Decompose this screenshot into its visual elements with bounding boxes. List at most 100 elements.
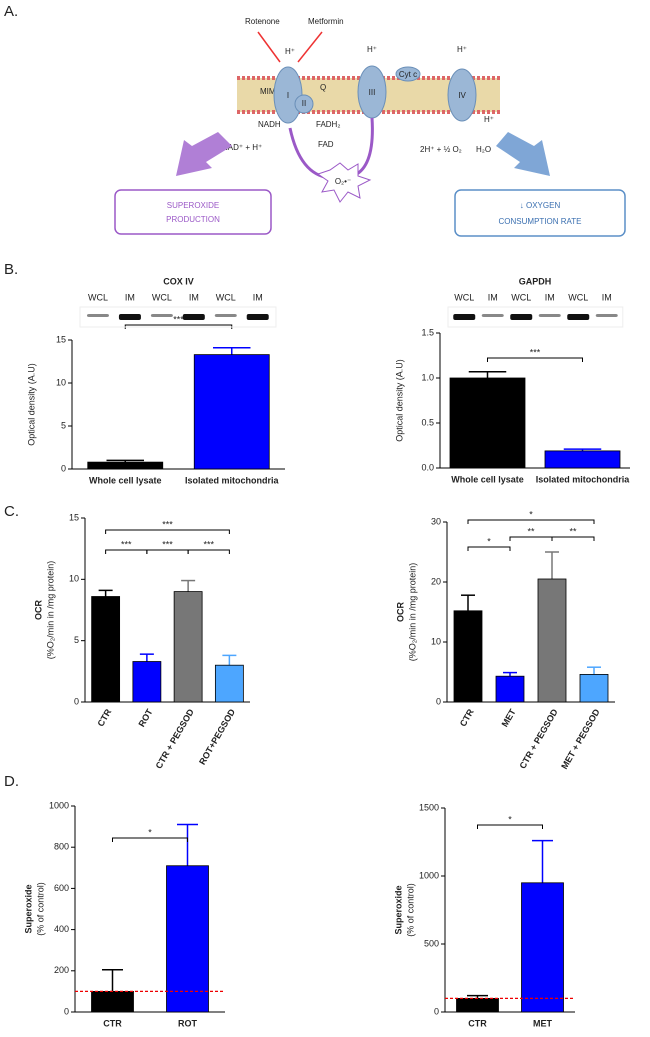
y-axis-label: OCR [33,600,43,621]
significance-label: ** [527,526,535,536]
y-tick-label: 0 [436,696,441,706]
substrate: H⁺ [484,115,494,124]
x-tick-label: CTR [458,707,476,728]
x-tick-label: Isolated mitochondria [536,474,631,484]
bar [193,354,270,470]
panel-label: B. [4,261,18,278]
bar [579,674,609,703]
significance-bracket [146,549,189,554]
y-axis-label: Optical density (A.U) [394,359,404,442]
complex [294,94,314,114]
bar [449,377,526,469]
bar [87,461,164,470]
outcome: PRODUCTION [166,215,220,224]
significance-bracket [105,549,148,554]
y-tick-label: 15 [69,512,79,522]
blot-label: IM [545,292,555,302]
blot-band [214,314,237,317]
proton: H⁺ [457,45,467,54]
x-tick-label: Whole cell lysate [89,475,162,485]
inhibition [257,31,281,63]
y-tick-label: 1.5 [421,327,434,337]
x-tick-label: ROT [178,1018,198,1028]
substrate: NAD⁺ + H⁺ [222,143,262,152]
blot-band [182,314,205,320]
bar [91,596,121,703]
bar [132,661,162,703]
significance-bracket [509,536,553,541]
outcome-box [114,189,272,235]
significance-bracket [187,549,230,554]
blot-label: IM [602,292,612,302]
x-tick-label: CTR [96,707,114,728]
superoxide-burst [316,162,372,203]
y-tick-label: 0.0 [421,462,434,472]
panel-label: A. [4,3,18,20]
panel-label: C. [4,503,19,520]
y-tick-label: 5 [74,635,79,645]
y-axis-label: (%O₂/min in /mg protein) [407,563,417,662]
y-axis-label: (%O₂/min in /mg protein) [45,561,55,660]
outcome: CONSUMPTION RATE [499,217,582,226]
y-tick-label: 1000 [419,870,439,880]
significance-bracket [551,536,595,541]
superoxide-label: O₂•⁻ [335,177,351,186]
proton: H⁺ [285,47,295,56]
x-tick-label: ROT [137,707,155,729]
blot-band [595,314,618,317]
x-tick-label: MET [533,1018,553,1028]
bar [166,865,209,1013]
x-tick-label: Isolated mitochondria [185,475,280,485]
y-tick-label: 30 [431,516,441,526]
proton: H⁺ [367,45,377,54]
y-tick-label: 10 [56,377,66,387]
significance-label: *** [530,347,541,357]
inhibitor: Rotenone [245,17,280,26]
flow-arrow [288,127,331,180]
chart-title: COX IV [163,276,194,286]
y-tick-label: 800 [54,842,69,852]
substrate: FADH₂ [316,120,340,129]
blot-band [118,314,141,320]
bar [91,991,134,1013]
significance-label: *** [162,539,173,549]
bar [537,578,567,703]
blot-band [86,314,109,317]
blot-label: IM [488,292,498,302]
significance-bracket [105,529,230,534]
bar [521,882,564,1013]
outcome: ↓ OXYGEN [520,201,561,210]
y-tick-label: 0 [74,696,79,706]
complex [447,68,477,122]
outcome-box [454,189,626,237]
blot-label: WCL [152,292,172,302]
x-tick-label: MET + PEGSOD [559,707,602,771]
substrate: FAD [318,140,334,149]
membrane-label: MIM [260,87,276,96]
bar [214,664,244,703]
substrate: NADH [258,120,281,129]
blot-frame [79,306,277,328]
y-tick-label: 600 [54,883,69,893]
y-tick-label: 1000 [49,800,69,810]
significance-label: * [148,827,152,837]
significance-label: * [487,536,491,546]
x-tick-label: MET [500,707,518,729]
y-tick-label: 0 [434,1006,439,1016]
significance-label: *** [121,539,132,549]
x-tick-label: Whole cell lysate [451,474,524,484]
significance-bracket [467,546,511,551]
blot-label: WCL [511,292,531,302]
y-axis-label: (% of control) [35,882,45,936]
blot-band [246,314,269,320]
y-tick-label: 1.0 [421,372,434,382]
significance-bracket [467,519,595,524]
blot-label: IM [125,292,135,302]
y-tick-label: 10 [431,636,441,646]
significance-label: *** [173,314,184,324]
y-tick-label: 1500 [419,802,439,812]
diagram: MIM I II III IV Q Cyt c Rotenone Metform… [114,17,626,237]
cyt-c [395,66,421,82]
blot-band [567,314,590,320]
